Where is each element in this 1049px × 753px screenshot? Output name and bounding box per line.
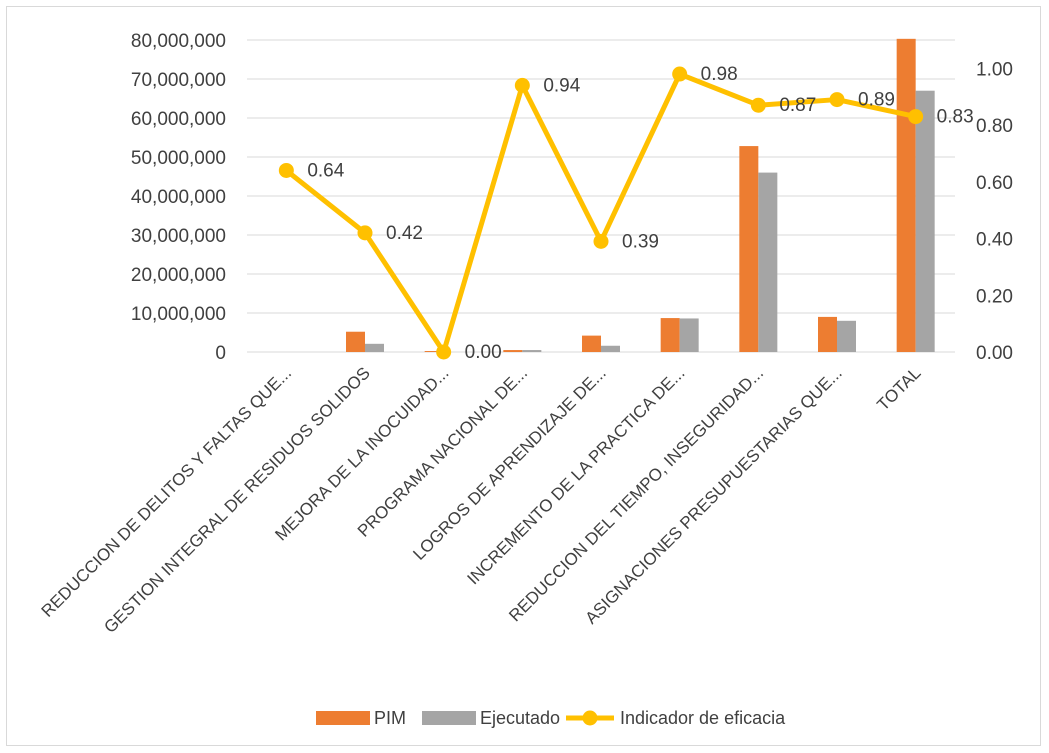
- y2-tick-label: 0.20: [976, 286, 1013, 307]
- data-label: 0.87: [779, 95, 816, 116]
- bar-ejecutado: [601, 345, 620, 352]
- legend-swatch-ejecutado: [422, 711, 476, 725]
- chart-frame: [6, 6, 1041, 746]
- bar-ejecutado: [758, 172, 778, 352]
- data-label: 0.00: [465, 342, 502, 363]
- bar-ejecutado: [679, 318, 699, 352]
- data-label: 0.39: [622, 231, 659, 252]
- y-tick-label: 20,000,000: [131, 265, 226, 286]
- y-tick-label: 30,000,000: [131, 226, 226, 247]
- point-indicador: [278, 162, 294, 178]
- point-indicador: [908, 109, 924, 125]
- bar-pim: [503, 350, 523, 352]
- category-label: TOTAL: [873, 363, 924, 414]
- bar-pim: [346, 331, 365, 352]
- bar-pim: [660, 318, 680, 352]
- bar-pim: [739, 146, 759, 352]
- line-indicador: [284, 71, 917, 355]
- bar-ejecutado: [837, 320, 856, 352]
- bar-ejecutado: [915, 90, 935, 352]
- point-indicador: [750, 97, 766, 113]
- y2-tick-label: 1.00: [976, 59, 1013, 80]
- category-label: MEJORA DE LA INOCUIDAD...: [271, 363, 452, 544]
- bar-pim: [424, 351, 444, 352]
- legend-label: Ejecutado: [480, 708, 560, 728]
- data-label: 0.64: [307, 160, 344, 181]
- legend-label: Indicador de eficacia: [620, 708, 786, 728]
- bar-pim: [582, 335, 601, 352]
- data-label: 0.83: [937, 107, 974, 128]
- y2-tick-label: 0.00: [976, 343, 1013, 364]
- data-label: 0.94: [543, 75, 580, 96]
- y-tick-label: 60,000,000: [131, 109, 226, 130]
- y-tick-label: 50,000,000: [131, 148, 226, 169]
- bar-pim: [896, 38, 916, 352]
- point-indicador: [357, 225, 373, 241]
- bar-ejecutado: [365, 343, 384, 352]
- point-indicador: [514, 77, 530, 93]
- point-indicador: [593, 233, 609, 249]
- bar-pim: [818, 316, 837, 352]
- y2-tick-label: 0.80: [976, 116, 1013, 137]
- y2-tick-label: 0.60: [976, 173, 1013, 194]
- point-indicador: [672, 66, 688, 82]
- point-indicador: [829, 92, 845, 108]
- y-tick-label: 80,000,000: [131, 31, 226, 52]
- bar-ejecutado: [522, 350, 542, 352]
- y-tick-label: 70,000,000: [131, 70, 226, 91]
- y-tick-label: 0: [215, 343, 226, 364]
- data-label: 0.42: [386, 223, 423, 244]
- legend-swatch-pim: [316, 711, 370, 725]
- legend-marker-indicador: [582, 710, 598, 726]
- y-tick-label: 10,000,000: [131, 304, 226, 325]
- category-label: PROGRAMA NACIONAL DE...: [354, 363, 531, 540]
- y-tick-label: 40,000,000: [131, 187, 226, 208]
- legend-label: PIM: [374, 708, 406, 728]
- y2-tick-label: 0.40: [976, 230, 1013, 251]
- category-label: GESTION INTEGRAL DE RESIDUOS SOLIDOS: [100, 363, 373, 636]
- data-label: 0.89: [858, 90, 895, 111]
- point-indicador: [436, 344, 452, 360]
- data-label: 0.98: [701, 64, 738, 85]
